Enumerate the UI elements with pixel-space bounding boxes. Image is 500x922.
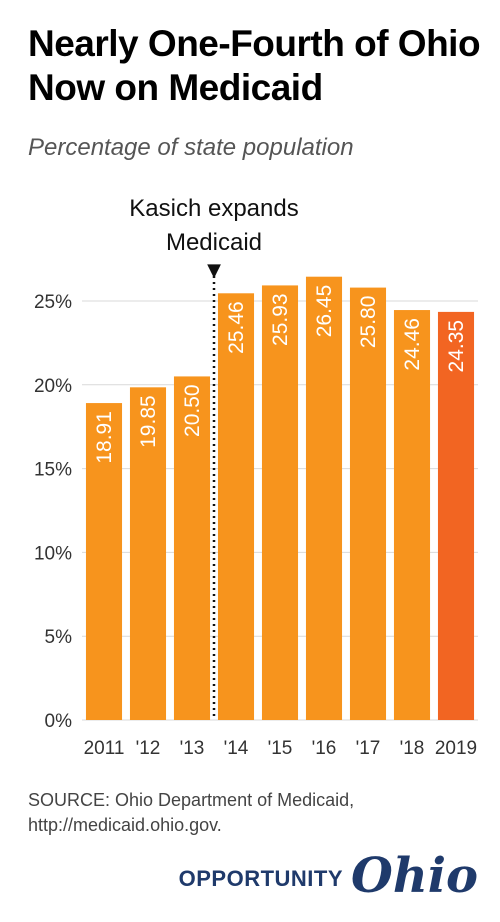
brand-wordmark: OPPORTUNITY (178, 866, 344, 891)
bar (217, 293, 255, 720)
bar-value-label: 25.80 (357, 296, 380, 349)
bar (261, 285, 299, 720)
y-tick-label: 0% (45, 711, 73, 732)
x-tick-label: '16 (312, 738, 337, 759)
bar-value-label: 19.85 (137, 395, 160, 448)
bar (437, 311, 475, 720)
bar (129, 387, 167, 720)
x-tick-label: '18 (400, 738, 425, 759)
x-tick-label: '13 (180, 738, 205, 759)
bar-value-label: 26.45 (313, 285, 336, 338)
annotation-marker-icon: ▼ (207, 260, 221, 281)
y-tick-label: 10% (34, 543, 72, 564)
y-axis-ticks: 0% 5% 10% 15% 20% 25% (34, 292, 72, 732)
bar (349, 287, 387, 720)
x-axis-ticks: 2011 '12 '13 '14 '15 '16 '17 '18 2019 (84, 738, 478, 759)
bar (173, 376, 211, 720)
brand-script-logo: Ohio (351, 848, 478, 904)
bar-value-label: 18.91 (93, 411, 116, 464)
bar-value-label: 25.93 (269, 293, 292, 346)
annotation-line-2: Medicaid (166, 229, 262, 256)
x-tick-label: '17 (356, 738, 381, 759)
source-note: SOURCE: Ohio Department of Medicaid, htt… (28, 790, 355, 835)
x-tick-label: '15 (268, 738, 293, 759)
bar (305, 276, 343, 720)
bar-value-label: 24.35 (445, 320, 468, 373)
bar-chart: 0% 5% 10% 15% 20% 25% 18.91 19.85 20.50 25.46 25.… (34, 195, 478, 759)
x-tick-label: '12 (136, 738, 161, 759)
chart-title: Nearly One-Fourth of Ohio Now on Medicai… (28, 23, 481, 108)
x-tick-label: 2011 (84, 738, 125, 759)
bar (393, 310, 431, 720)
bar-value-label: 25.46 (225, 301, 248, 354)
bar-value-label: 24.46 (401, 318, 424, 371)
x-tick-label: 2019 (435, 738, 477, 759)
annotation: Kasich expands Medicaid ▼ (129, 195, 299, 720)
y-tick-label: 20% (34, 376, 72, 397)
annotation-line-1: Kasich expands (129, 195, 298, 222)
bar (85, 403, 123, 720)
y-tick-label: 5% (45, 627, 73, 648)
chart-subtitle: Percentage of state population (28, 134, 354, 161)
y-tick-label: 15% (34, 460, 72, 481)
brand-logo: OPPORTUNITY Ohio (179, 842, 478, 902)
x-tick-label: '14 (224, 738, 249, 759)
bar-value-labels: 18.91 19.85 20.50 25.46 25.93 26.45 25.80 24.46… (93, 285, 468, 464)
bar-value-label: 20.50 (181, 384, 204, 437)
y-tick-label: 25% (34, 292, 72, 313)
bars (85, 276, 475, 720)
